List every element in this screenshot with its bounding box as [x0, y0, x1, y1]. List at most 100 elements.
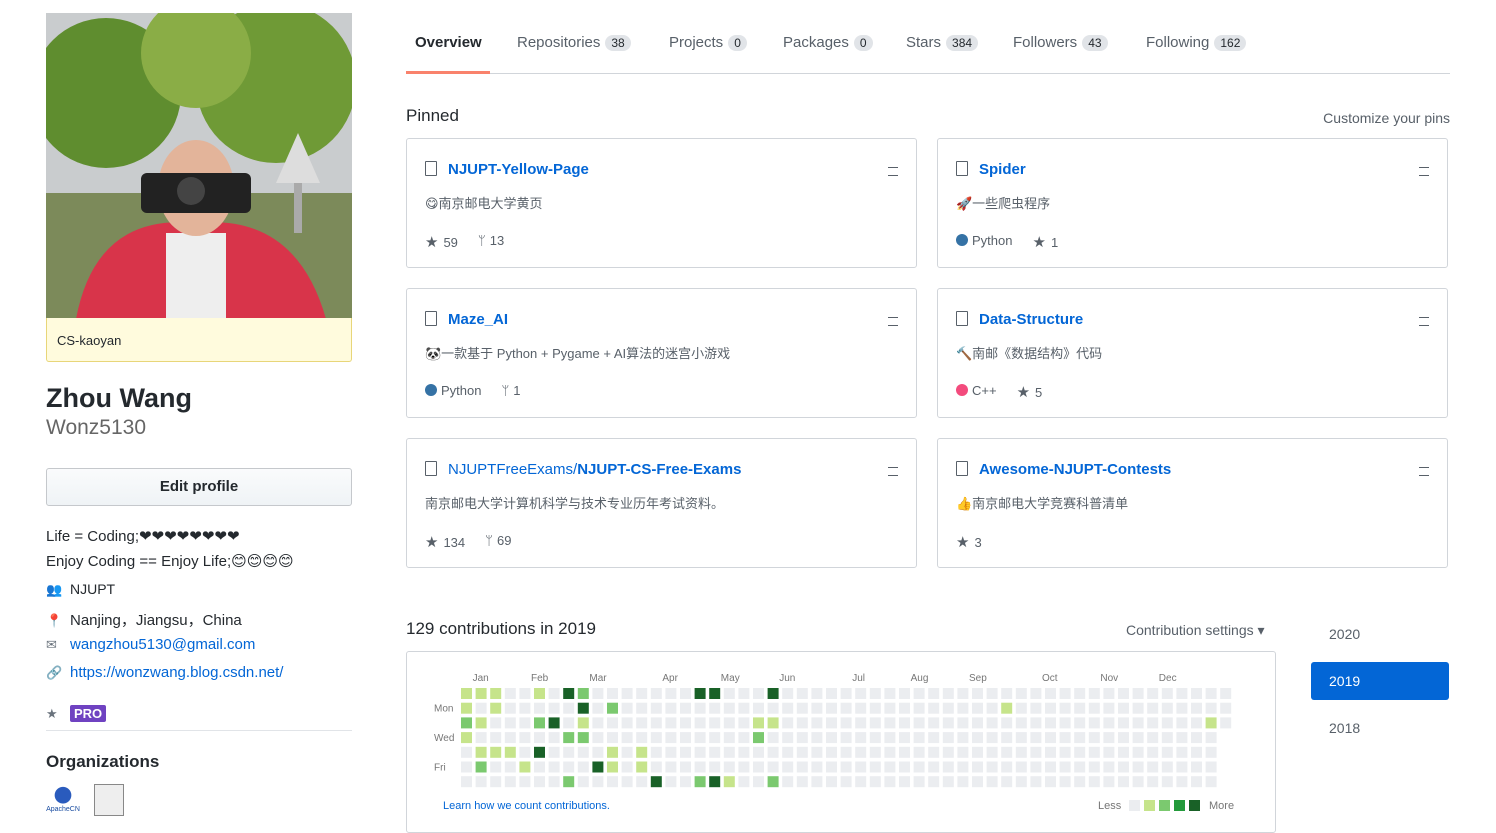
contribution-cell[interactable] — [1161, 776, 1173, 788]
contribution-cell[interactable] — [811, 688, 823, 699]
contribution-cell[interactable] — [504, 776, 516, 788]
contribution-cell[interactable] — [811, 746, 823, 758]
tab[interactable]: Packages 0 — [783, 34, 873, 51]
contribution-cell[interactable] — [577, 776, 589, 788]
contribution-cell[interactable] — [884, 776, 896, 788]
contribution-cell[interactable] — [753, 717, 764, 729]
contribution-cell[interactable] — [1147, 702, 1159, 714]
contribution-cell[interactable] — [1176, 688, 1188, 699]
contribution-cell[interactable] — [534, 746, 545, 758]
contribution-cell[interactable] — [490, 746, 502, 758]
stars[interactable]: ★ 134 — [425, 533, 465, 551]
contribution-cell[interactable] — [563, 776, 575, 788]
contribution-cell[interactable] — [534, 688, 545, 699]
contribution-cell[interactable] — [753, 732, 764, 744]
contribution-cell[interactable] — [884, 702, 896, 714]
contribution-cell[interactable] — [972, 702, 983, 714]
contribution-cell[interactable] — [1191, 746, 1202, 758]
contribution-cell[interactable] — [636, 746, 648, 758]
contribution-cell[interactable] — [1088, 761, 1100, 773]
repo-name[interactable]: Spider — [979, 161, 1026, 178]
contribution-cell[interactable] — [665, 776, 677, 788]
contribution-cell[interactable] — [563, 688, 575, 699]
contribution-settings[interactable]: Contribution settings ▾ — [1126, 622, 1265, 638]
year-selected[interactable]: 2019 — [1311, 662, 1449, 700]
contribution-cell[interactable] — [592, 732, 604, 744]
contribution-cell[interactable] — [1074, 732, 1086, 744]
contribution-cell[interactable] — [709, 688, 721, 699]
contribution-cell[interactable] — [840, 732, 852, 744]
contribution-cell[interactable] — [723, 732, 735, 744]
contribution-cell[interactable] — [1205, 732, 1217, 744]
contribution-cell[interactable] — [548, 717, 560, 729]
contribution-cell[interactable] — [636, 776, 648, 788]
contribution-cell[interactable] — [592, 776, 604, 788]
contribution-cell[interactable] — [913, 688, 925, 699]
contribution-cell[interactable] — [840, 746, 852, 758]
contribution-cell[interactable] — [607, 761, 618, 773]
contribution-cell[interactable] — [738, 732, 750, 744]
contribution-cell[interactable] — [738, 746, 750, 758]
contribution-cell[interactable] — [1045, 688, 1056, 699]
contribution-cell[interactable] — [1161, 702, 1173, 714]
contribution-cell[interactable] — [855, 761, 867, 773]
contribution-cell[interactable] — [1059, 776, 1071, 788]
contribution-cell[interactable] — [753, 761, 764, 773]
contribution-cell[interactable] — [694, 776, 706, 788]
contribution-cell[interactable] — [694, 688, 706, 699]
contribution-cell[interactable] — [636, 732, 648, 744]
contribution-cell[interactable] — [504, 688, 516, 699]
contribution-cell[interactable] — [461, 732, 472, 744]
contribution-cell[interactable] — [1191, 702, 1202, 714]
contribution-cell[interactable] — [1074, 717, 1086, 729]
contribution-cell[interactable] — [1103, 761, 1115, 773]
contribution-cell[interactable] — [942, 688, 954, 699]
contribution-cell[interactable] — [1030, 746, 1042, 758]
contribution-cell[interactable] — [723, 776, 735, 788]
contribution-cell[interactable] — [753, 746, 764, 758]
contribution-cell[interactable] — [1030, 732, 1042, 744]
repo-name[interactable]: NJUPT-Yellow-Page — [448, 161, 589, 178]
contribution-cell[interactable] — [1132, 761, 1144, 773]
contribution-cell[interactable] — [563, 717, 575, 729]
contribution-cell[interactable] — [796, 688, 808, 699]
contribution-cell[interactable] — [636, 717, 648, 729]
contribution-cell[interactable] — [1030, 688, 1042, 699]
contribution-cell[interactable] — [972, 776, 983, 788]
contribution-cell[interactable] — [1030, 702, 1042, 714]
contribution-cell[interactable] — [1074, 688, 1086, 699]
contribution-cell[interactable] — [972, 717, 983, 729]
contribution-cell[interactable] — [519, 732, 531, 744]
contribution-cell[interactable] — [957, 746, 969, 758]
contribution-cell[interactable] — [665, 732, 677, 744]
contribution-cell[interactable] — [928, 732, 940, 744]
contribution-cell[interactable] — [461, 702, 472, 714]
contribution-cell[interactable] — [869, 717, 881, 729]
forks[interactable]: ᛘ 13 — [478, 233, 504, 251]
email[interactable]: wangzhou5130@gmail.com — [70, 636, 256, 653]
contribution-cell[interactable] — [884, 761, 896, 773]
contribution-cell[interactable] — [826, 732, 837, 744]
contribution-cell[interactable] — [884, 717, 896, 729]
contribution-cell[interactable] — [1118, 761, 1129, 773]
contribution-cell[interactable] — [811, 761, 823, 773]
contribution-cell[interactable] — [1205, 702, 1217, 714]
contribution-cell[interactable] — [680, 746, 691, 758]
contribution-cell[interactable] — [709, 746, 721, 758]
contribution-cell[interactable] — [986, 761, 998, 773]
contribution-cell[interactable] — [592, 717, 604, 729]
contribution-cell[interactable] — [782, 717, 794, 729]
contribution-cell[interactable] — [1103, 688, 1115, 699]
contribution-cell[interactable] — [534, 732, 545, 744]
contribution-cell[interactable] — [709, 702, 721, 714]
contribution-cell[interactable] — [855, 688, 867, 699]
contribution-cell[interactable] — [461, 761, 472, 773]
contribution-cell[interactable] — [1220, 702, 1232, 714]
contribution-cell[interactable] — [577, 702, 589, 714]
contribution-cell[interactable] — [694, 761, 706, 773]
contribution-cell[interactable] — [636, 761, 648, 773]
stars[interactable]: ★ 1 — [1032, 233, 1058, 251]
contribution-cell[interactable] — [899, 688, 910, 699]
contribution-cell[interactable] — [592, 688, 604, 699]
contribution-cell[interactable] — [694, 702, 706, 714]
